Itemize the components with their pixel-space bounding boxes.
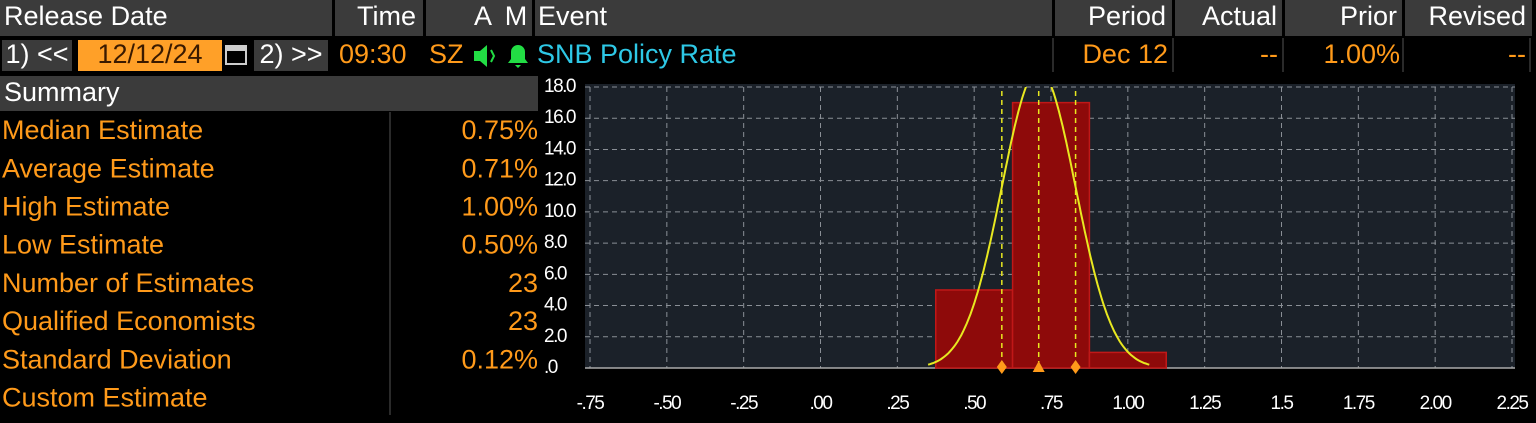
x-tick-label: -.50 [653, 393, 681, 414]
column-header: Release Date [4, 1, 168, 31]
summary-value: 0.71% [461, 153, 538, 183]
header-row: Release Date Time A M Event Period Actua… [0, 0, 1532, 36]
header-cell [535, 0, 1052, 36]
revised: -- [1508, 39, 1526, 69]
x-tick-label: 1.25 [1189, 393, 1221, 414]
x-tick-label: .25 [886, 393, 909, 414]
summary-label: Median Estimate [2, 115, 203, 145]
summary-value: 0.12% [461, 344, 538, 374]
column-header: Period [1088, 1, 1166, 31]
alert-icon[interactable] [508, 45, 528, 68]
next-button[interactable] [254, 40, 328, 71]
y-tick-label: 6.0 [544, 263, 567, 284]
mean-marker [1032, 361, 1045, 372]
header-cell [1055, 0, 1172, 36]
x-tick-label: 2.00 [1420, 393, 1452, 414]
summary-label: Qualified Economists [2, 306, 256, 336]
column-header: Event [538, 1, 608, 31]
date[interactable]: 12/12/24 [97, 39, 202, 69]
prev-button[interactable] [2, 40, 72, 71]
y-tick-label: 8.0 [544, 232, 567, 253]
x-tick-label: 1.00 [1112, 393, 1144, 414]
header-cell [0, 0, 332, 36]
summary-value: 1.00% [461, 192, 538, 222]
audio-icon-wave [490, 49, 496, 63]
x-tick-label: 1.5 [1271, 393, 1294, 414]
x-tick-label: .50 [963, 393, 986, 414]
summary-label: Low Estimate [2, 230, 164, 260]
column-header: A [474, 1, 492, 31]
column-header: Revised [1428, 1, 1526, 31]
x-tick-label: 1.75 [1343, 393, 1375, 414]
normal-curve [927, 87, 1150, 366]
summary-value: 0.50% [461, 230, 538, 260]
summary-label: Number of Estimates [2, 268, 254, 298]
event-name[interactable]: SNB Policy Rate [537, 39, 737, 69]
actual: -- [1260, 39, 1278, 69]
summary-value: 0.75% [461, 115, 538, 145]
x-tick-label: .75 [1040, 393, 1063, 414]
bar [1088, 351, 1167, 369]
y-tick-label: 12.0 [544, 170, 576, 191]
x-tick-label: .00 [810, 393, 833, 414]
header-cell [1175, 0, 1282, 36]
prev-button-label[interactable]: 1) << [5, 39, 68, 69]
y-tick-label: 14.0 [544, 138, 576, 159]
header-cell [1405, 0, 1532, 36]
chart: .0 2.0 4.0 6.0 8.0 10.0 12.0 14.0 16.0 18.0 -.75 -.… [544, 76, 1530, 414]
summary-label: Average Estimate [2, 153, 215, 183]
date-box[interactable] [78, 40, 222, 71]
summary-label: Custom Estimate [2, 383, 208, 413]
header-cell [335, 0, 423, 36]
sd-marker [996, 360, 1007, 374]
summary-value: 23 [508, 268, 538, 298]
sd-marker [1070, 360, 1081, 374]
y-tick-label: 10.0 [544, 201, 576, 222]
x-tick-label: -.75 [577, 393, 605, 414]
calendar-icon-top [226, 46, 246, 51]
summary-label: High Estimate [2, 192, 170, 222]
bar [1011, 101, 1091, 369]
y-tick-label: .0 [544, 357, 558, 378]
audio-icon[interactable] [474, 45, 487, 67]
header-cell [426, 0, 532, 36]
summary-header [0, 76, 538, 111]
header-cell [1285, 0, 1402, 36]
x-tick-label: -.25 [730, 393, 758, 414]
y-tick-label: 16.0 [544, 107, 576, 128]
time: 09:30 [339, 39, 407, 69]
x-tick-label: 2.25 [1497, 393, 1529, 414]
summary-value: 23 [508, 306, 538, 336]
country: SZ [429, 39, 464, 69]
summary-label: Standard Deviation [2, 344, 232, 374]
column-header: M [505, 1, 528, 31]
period: Dec 12 [1082, 39, 1168, 69]
y-tick-label: 4.0 [544, 295, 567, 316]
column-header: Actual [1202, 1, 1277, 31]
summary-title: Summary [4, 77, 120, 107]
event-row: 1) << 12/12/24 2) >> 09:30 SZ SNB Policy… [2, 38, 1531, 72]
prior: 1.00% [1323, 39, 1400, 69]
y-tick-label: 2.0 [544, 326, 567, 347]
next-button-label[interactable]: 2) >> [259, 39, 322, 69]
column-header: Time [357, 1, 416, 31]
column-header: Prior [1340, 1, 1397, 31]
y-tick-label: 18.0 [544, 76, 576, 97]
summary-panel: Summary Median Estimate 0.75% Average Esti… [0, 76, 538, 415]
